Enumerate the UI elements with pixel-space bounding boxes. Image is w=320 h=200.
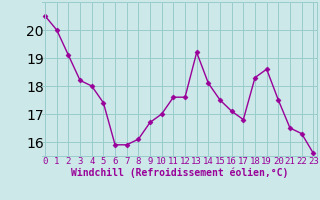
X-axis label: Windchill (Refroidissement éolien,°C): Windchill (Refroidissement éolien,°C) [70,168,288,178]
